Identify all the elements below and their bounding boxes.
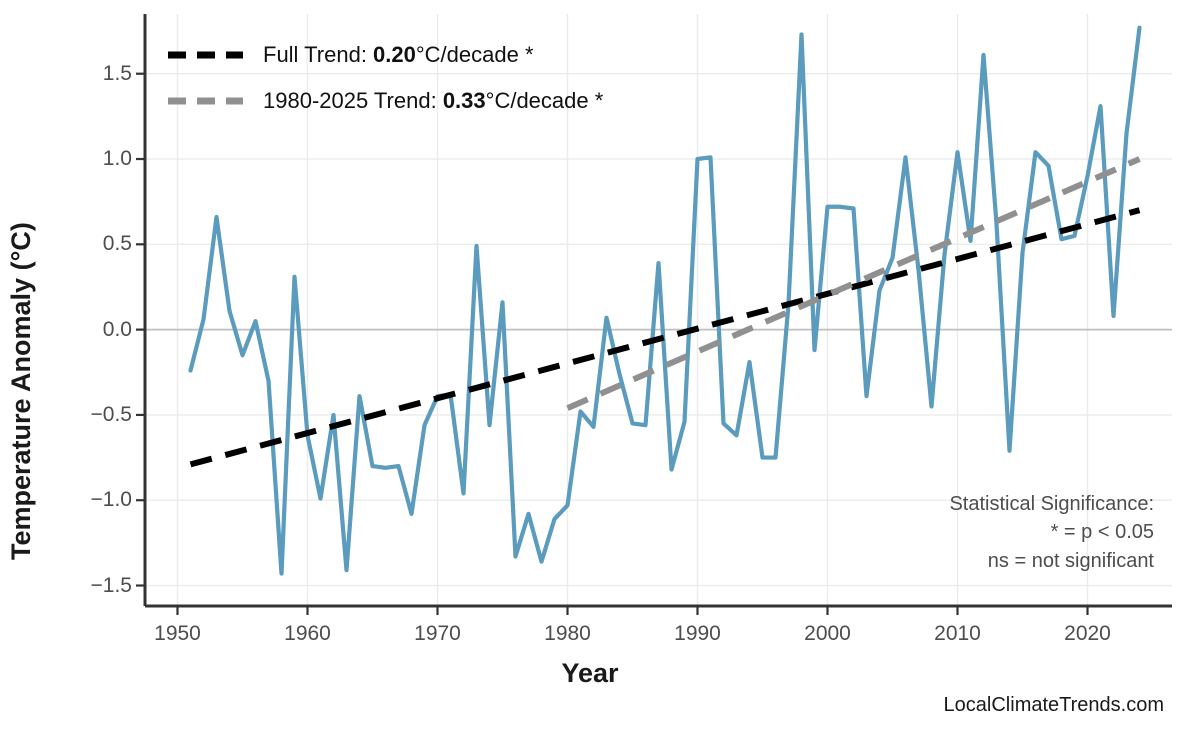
x-tick-label: 1970 <box>414 622 461 645</box>
y-tick-label: −1.5 <box>90 573 132 597</box>
legend-entry-full-trend: Full Trend: 0.20°C/decade * <box>263 42 534 67</box>
y-tick-label: −0.5 <box>90 402 132 426</box>
y-tick-label: 0.5 <box>102 232 132 256</box>
x-tick-label: 1990 <box>674 622 721 645</box>
x-axis-title: Year <box>561 658 619 688</box>
grid-lines <box>145 14 1172 606</box>
annotation-title: Statistical Significance: <box>949 493 1154 515</box>
y-tick-label: 0.0 <box>102 317 132 341</box>
x-tick-label: 2010 <box>934 622 981 645</box>
y-tick-label: −1.0 <box>90 488 132 512</box>
x-tick-label: 2000 <box>804 622 851 645</box>
annotation-not-significant: ns = not significant <box>987 549 1154 572</box>
y-axis-title: Temperature Anomaly (°C) <box>6 222 36 560</box>
trend-lines <box>189 156 1141 468</box>
temperature-anomaly-line <box>188 25 1142 576</box>
y-tick-label: 1.0 <box>102 147 132 170</box>
x-tick-label: 1980 <box>544 622 591 645</box>
y-tick-label: 1.5 <box>102 61 132 85</box>
site-watermark: LocalClimateTrends.com <box>943 694 1164 716</box>
axis-lines-and-ticks <box>136 14 1172 615</box>
legend-entry-recent-trend: 1980-2025 Trend: 0.33°C/decade * <box>263 88 604 113</box>
x-tick-label: 1960 <box>284 622 331 645</box>
significance-annotation: Statistical Significance: * = p < 0.05 n… <box>949 490 1154 575</box>
x-tick-label: 1950 <box>154 622 201 645</box>
x-tick-label: 2020 <box>1064 622 1111 645</box>
annotation-significant: * = p < 0.05 <box>1050 521 1154 544</box>
legend-line-swatches <box>168 51 243 105</box>
